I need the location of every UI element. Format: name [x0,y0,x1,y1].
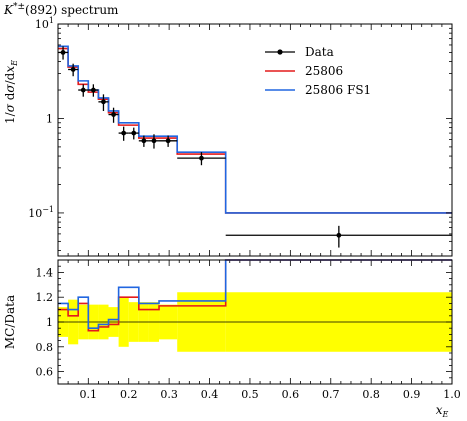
legend-label: 25806 FS1 [305,83,371,97]
data-marker [151,138,157,144]
legend-entry: Data [265,45,334,59]
legend: Data 25806 25806 FS1 [265,45,371,97]
ratio-y-axis-label: MC/Data [3,295,17,349]
data-marker [199,155,204,161]
y-tick-label: 1 [46,112,53,125]
mc-line-series-b [58,45,452,214]
data-marker [80,87,86,93]
data-marker [101,99,106,105]
x-tick-label: 0.1 [80,388,98,401]
data-marker [121,130,127,136]
x-axis-label: xE [436,403,449,419]
ratio-panel: 0.1 0.2 0.3 0.4 0.5 0.6 0.7 0.8 0.9 1.0 0.6 0.8 1 1.2… [36,259,461,401]
main-frame [57,23,453,257]
data-point [128,127,139,140]
chart-title: K*±(892) spectrum [3,2,119,17]
x-tick-label: 0.2 [120,388,138,401]
x-tick-label: 0.4 [201,388,219,401]
mc-ratio-line-series-b [58,259,452,329]
legend-entry: 25806 FS1 [265,83,371,97]
legend-label: Data [305,45,334,59]
data-marker [90,87,96,93]
data-point [118,126,129,141]
data-point [68,63,79,77]
data-marker [165,138,171,144]
x-tick-label: 0.6 [282,388,300,401]
legend-entry: 25806 [265,64,343,78]
x-tick-label: 0.3 [160,388,178,401]
data-marker [111,112,116,117]
data-marker [60,50,66,55]
data-point [108,107,119,123]
data-point [177,152,226,166]
ratio-y-tick-label: 1 [46,316,53,329]
data-point [78,84,89,97]
x-tick-label: 0.5 [241,388,259,401]
ratio-y-tick-label: 1.2 [36,291,54,304]
data-point [159,135,178,147]
x-tick-label: 0.7 [322,388,340,401]
main-y-axis-label: 1/σ dσ/dxE [3,60,19,124]
data-marker [336,232,342,238]
data-marker [141,138,147,144]
data-marker [70,67,76,72]
data-point [138,135,149,147]
legend-marker-point [277,49,283,55]
data-point [88,84,99,97]
main-panel: 101 1 10−1 [28,16,453,384]
x-tick-label: 0.9 [403,388,421,401]
data-marker [131,130,137,136]
data-point [225,225,452,248]
mc-line-series-a [58,47,452,214]
ratio-y-tick-label: 1.4 [36,266,54,279]
legend-label: 25806 [305,64,343,78]
x-tick-label: 1.0 [443,388,461,401]
y-tick-label: 10−1 [28,205,54,220]
data-point [98,94,109,111]
y-tick-label: 101 [35,16,54,31]
x-tick-label: 0.8 [362,388,380,401]
data-point [148,134,160,149]
ratio-y-tick-label: 0.6 [36,366,54,379]
ratio-y-tick-label: 0.8 [36,341,54,354]
